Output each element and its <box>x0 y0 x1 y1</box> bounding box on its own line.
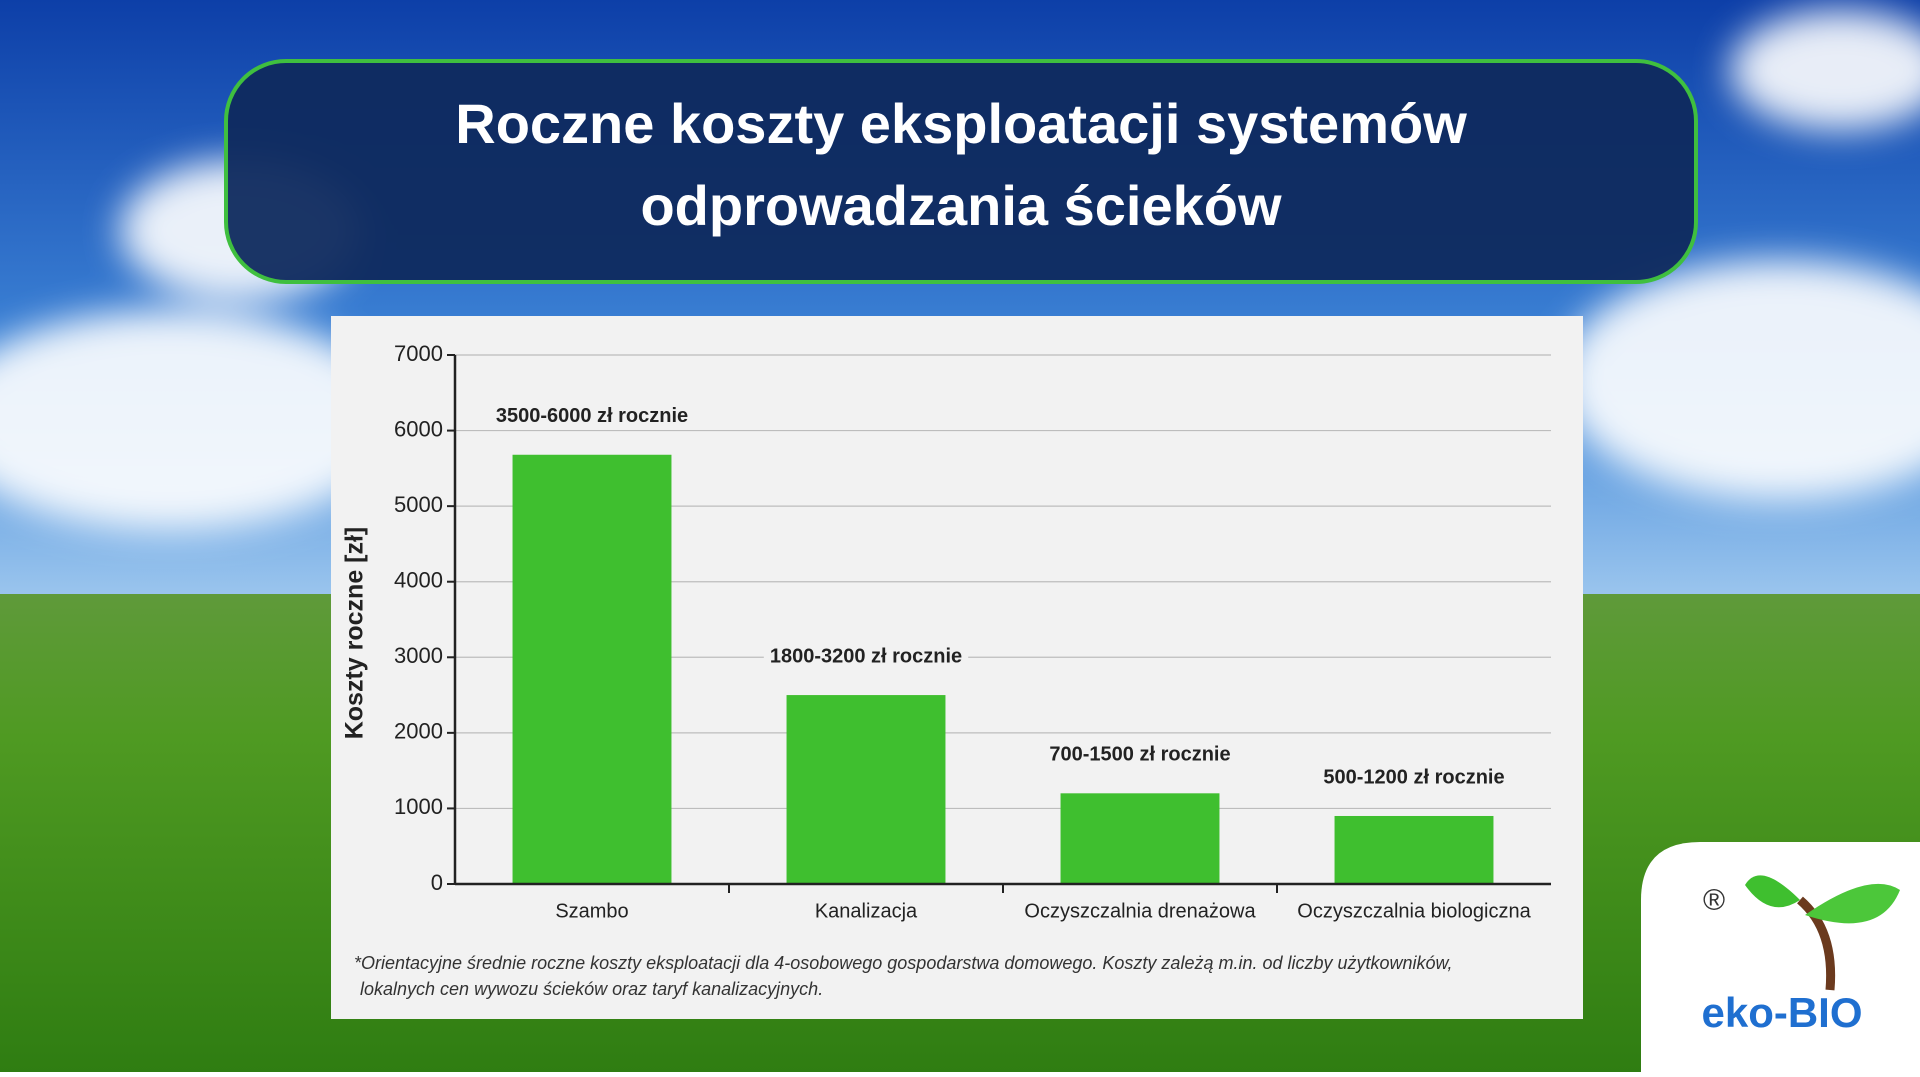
title-box <box>224 59 1698 284</box>
bar <box>1060 793 1220 884</box>
chart: 0 1000 2000 3000 4000 5000 6000 7000 Szambo 3500-… <box>394 341 1551 922</box>
y-tick-label: 5000 <box>394 492 443 517</box>
y-tick-label: 6000 <box>394 416 443 441</box>
bar-annotation: 500-1200 zł rocznie <box>1323 766 1504 788</box>
logo-leaf <box>1805 883 1900 924</box>
y-tick-label: 0 <box>431 870 443 895</box>
title-line: odprowadzania ścieków <box>640 174 1281 237</box>
y-tick-label: 2000 <box>394 719 443 744</box>
x-tick-label: Oczyszczalnia drenażowa <box>1024 900 1256 922</box>
bar <box>786 695 946 884</box>
bar <box>1334 815 1494 884</box>
y-axis-label: Koszty roczne [zł] <box>341 527 369 740</box>
annotation-bg <box>1317 764 1511 791</box>
footnote: *Orientacyjne średnie roczne koszty eksp… <box>354 953 1453 973</box>
bar <box>512 454 672 884</box>
x-tick-label: Oczyszczalnia biologiczna <box>1297 900 1531 922</box>
annotation-bg <box>489 403 695 430</box>
logo-box <box>1641 842 1920 1072</box>
footnote: lokalnych cen wywozu ścieków oraz taryf … <box>360 979 823 999</box>
x-tick-label: Szambo <box>555 900 628 922</box>
logo-stem <box>1796 896 1836 991</box>
y-tick-label: 4000 <box>394 568 443 593</box>
title-line: Roczne koszty eksploatacji systemów <box>455 92 1467 155</box>
bar-annotation: 1800-3200 zł rocznie <box>770 645 962 667</box>
x-tick-label: Kanalizacja <box>815 900 918 922</box>
y-tick-label: 1000 <box>394 794 443 819</box>
y-tick-label: 7000 <box>394 341 443 366</box>
y-tick-label: 3000 <box>394 643 443 668</box>
bar-annotation: 3500-6000 zł rocznie <box>496 405 688 427</box>
annotation-bg <box>763 643 969 670</box>
logo-registered: ® <box>1703 884 1725 917</box>
logo-text: eko-BIO <box>1701 989 1862 1036</box>
annotation-bg <box>1043 741 1237 768</box>
logo-leaf <box>1745 875 1800 908</box>
bar-annotation: 700-1500 zł rocznie <box>1049 744 1230 766</box>
